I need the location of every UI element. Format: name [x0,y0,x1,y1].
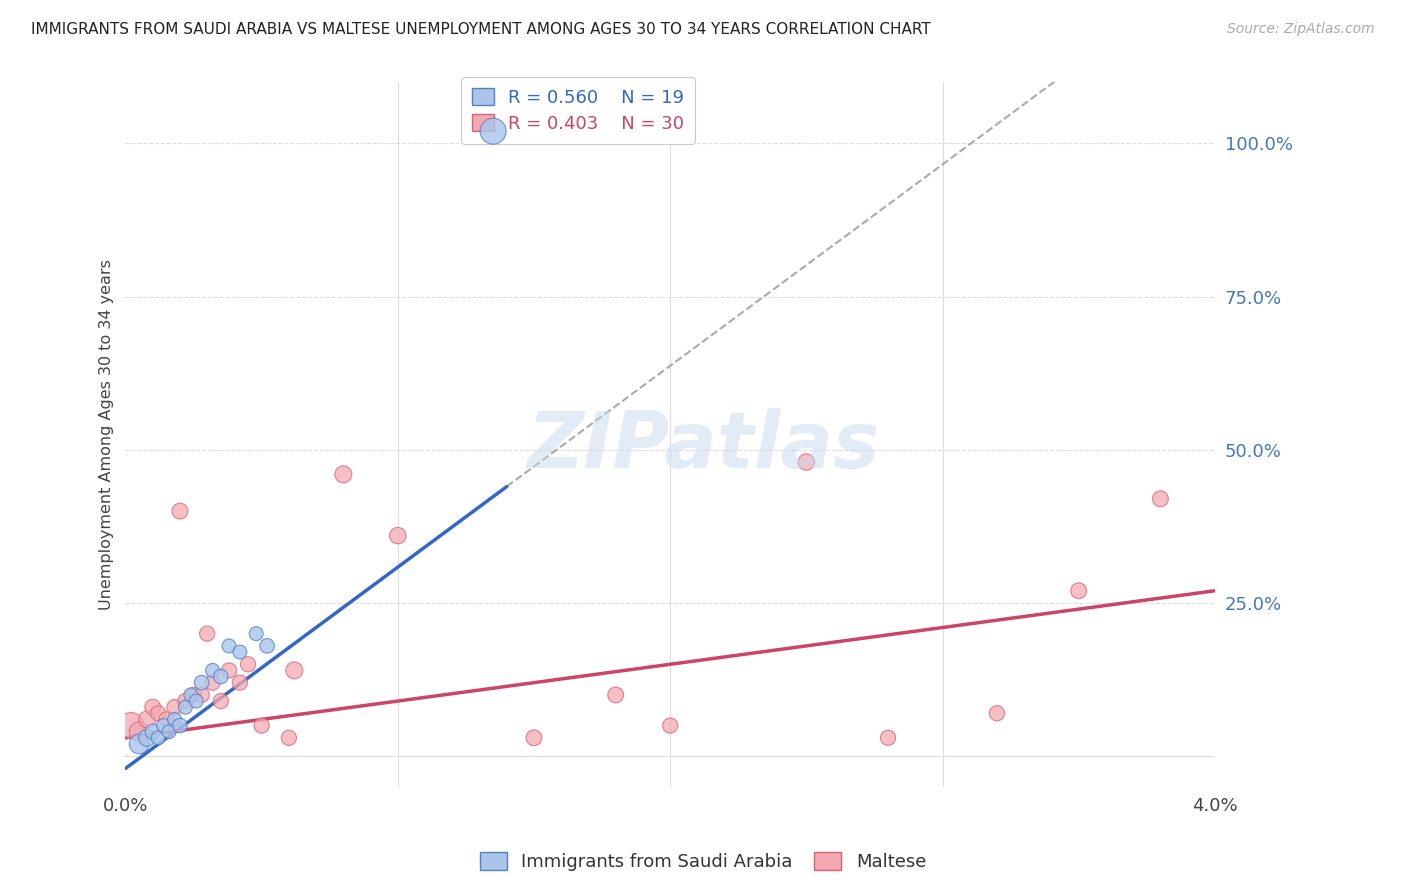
Point [218,639,240,653]
Point [174,700,197,714]
Point [236,657,259,672]
Point [1149,491,1171,506]
Point [169,504,191,518]
Point [794,455,817,469]
Point [195,626,218,640]
Point [1067,583,1090,598]
Point [152,718,174,732]
Point [142,724,165,739]
Point [136,731,159,745]
Point [155,713,177,727]
Point [169,718,191,732]
Y-axis label: Unemployment Among Ages 30 to 34 years: Unemployment Among Ages 30 to 34 years [100,259,114,610]
Point [277,731,299,745]
Text: Source: ZipAtlas.com: Source: ZipAtlas.com [1227,22,1375,37]
Point [183,688,205,702]
Text: ZIPatlas: ZIPatlas [527,408,879,484]
Point [229,645,252,659]
Point [209,694,232,708]
Legend: R = 0.560    N = 19, R = 0.403    N = 30: R = 0.560 N = 19, R = 0.403 N = 30 [461,77,695,144]
Point [128,724,150,739]
Point [190,675,212,690]
Point [387,528,409,542]
Point [180,688,202,702]
Point [332,467,354,482]
Point [186,694,208,708]
Point [877,731,900,745]
Point [245,626,267,640]
Point [218,664,240,678]
Point [146,731,169,745]
Legend: Immigrants from Saudi Arabia, Maltese: Immigrants from Saudi Arabia, Maltese [472,846,934,879]
Point [120,718,142,732]
Point [201,675,224,690]
Point [229,675,252,690]
Text: IMMIGRANTS FROM SAUDI ARABIA VS MALTESE UNEMPLOYMENT AMONG AGES 30 TO 34 YEARS C: IMMIGRANTS FROM SAUDI ARABIA VS MALTESE … [31,22,931,37]
Point [157,724,180,739]
Point [163,700,186,714]
Point [209,669,232,683]
Point [605,688,627,702]
Point [146,706,169,721]
Point [190,688,212,702]
Point [283,664,305,678]
Point [482,124,505,138]
Point [250,718,273,732]
Point [659,718,682,732]
Point [174,694,197,708]
Point [201,664,224,678]
Point [136,713,159,727]
Point [256,639,278,653]
Point [142,700,165,714]
Point [986,706,1008,721]
Point [523,731,546,745]
Point [163,713,186,727]
Point [128,737,150,751]
